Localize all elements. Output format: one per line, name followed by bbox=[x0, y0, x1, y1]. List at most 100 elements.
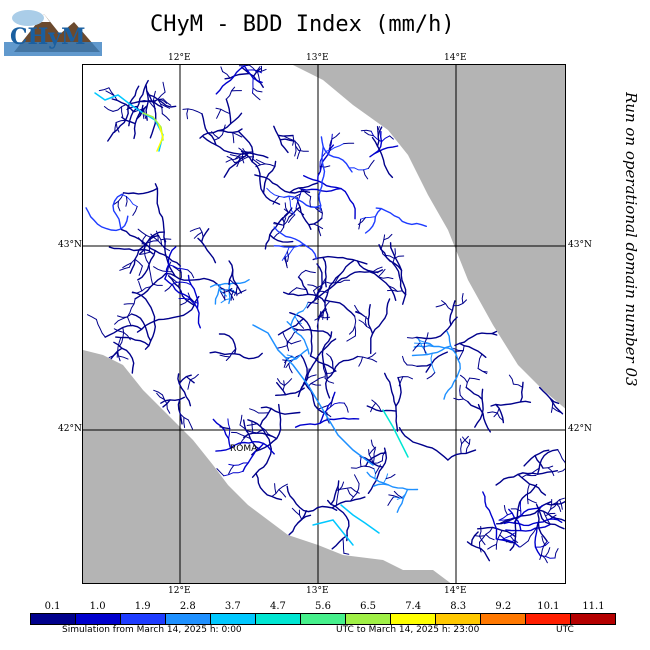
river-segment bbox=[187, 419, 193, 430]
river-segment bbox=[487, 543, 497, 550]
river-segment bbox=[363, 465, 375, 470]
river-segment bbox=[505, 540, 517, 544]
river-segment bbox=[537, 508, 548, 542]
river-segment bbox=[375, 207, 427, 228]
river-segment bbox=[363, 169, 369, 180]
river-segment bbox=[202, 136, 269, 159]
river-segment bbox=[505, 524, 551, 532]
river-segment bbox=[477, 368, 488, 375]
river-segment bbox=[519, 540, 529, 548]
river-segment bbox=[322, 146, 353, 173]
river-segment bbox=[449, 300, 456, 326]
river-segment bbox=[316, 311, 322, 332]
river-segment bbox=[331, 496, 366, 509]
river-segment bbox=[315, 277, 326, 297]
river-segment bbox=[292, 327, 332, 338]
colorbar-cell bbox=[166, 614, 211, 624]
river-highlight bbox=[382, 409, 409, 458]
river-segment bbox=[282, 331, 292, 345]
river-segment bbox=[551, 407, 562, 413]
river-segment bbox=[288, 195, 296, 216]
river-segment bbox=[398, 376, 404, 387]
colorbar-cell bbox=[481, 614, 526, 624]
river-segment bbox=[288, 363, 293, 374]
river-segment bbox=[330, 356, 334, 367]
river-segment bbox=[512, 383, 524, 388]
river-segment bbox=[113, 341, 135, 374]
river-segment bbox=[370, 298, 391, 354]
river-segment bbox=[317, 405, 328, 410]
river-segment bbox=[397, 376, 413, 380]
river-segment bbox=[138, 99, 155, 103]
river-segment bbox=[126, 316, 132, 327]
river-segment bbox=[107, 85, 140, 142]
river-segment bbox=[138, 281, 143, 292]
river-segment bbox=[364, 207, 382, 234]
river-segment bbox=[324, 281, 341, 284]
river-segment bbox=[228, 464, 235, 475]
river-segment bbox=[296, 287, 307, 291]
river-segment bbox=[519, 381, 524, 403]
river-segment bbox=[366, 471, 389, 486]
river-segment bbox=[163, 237, 176, 277]
river-segment bbox=[118, 355, 129, 360]
river-segment bbox=[275, 382, 287, 396]
logo-text: CHyM bbox=[10, 24, 85, 50]
river-segment bbox=[342, 537, 345, 554]
river-segment bbox=[318, 136, 326, 212]
river-segment bbox=[490, 400, 532, 407]
river-segment bbox=[319, 308, 327, 317]
river-segment bbox=[278, 489, 287, 498]
river-segment bbox=[458, 345, 465, 360]
river-segment bbox=[213, 124, 226, 141]
river-segment bbox=[482, 491, 498, 540]
river-segment bbox=[160, 396, 186, 404]
river-segment bbox=[138, 234, 160, 251]
river-segment bbox=[277, 378, 285, 387]
colorbar-cell bbox=[256, 614, 301, 624]
river-segment bbox=[317, 225, 322, 237]
river-segment bbox=[534, 454, 544, 469]
river-segment bbox=[319, 316, 331, 319]
colorbar-label: 11.1 bbox=[582, 601, 605, 612]
river-segment bbox=[178, 374, 192, 385]
river-segment bbox=[459, 384, 461, 396]
river-segment bbox=[406, 364, 418, 367]
river-segment bbox=[424, 332, 429, 343]
footer-utc: UTC bbox=[556, 625, 574, 635]
map-panel[interactable] bbox=[82, 64, 566, 584]
river-segment bbox=[375, 464, 381, 475]
river-segment bbox=[370, 439, 376, 450]
river-segment bbox=[228, 462, 249, 466]
river-segment bbox=[297, 510, 308, 524]
river-segment bbox=[302, 301, 309, 312]
river-segment bbox=[495, 403, 505, 424]
river-segment bbox=[350, 483, 360, 502]
river-segment bbox=[162, 98, 172, 106]
river-segment bbox=[256, 66, 261, 71]
river-segment bbox=[347, 488, 354, 498]
river-segment bbox=[343, 552, 350, 555]
river-segment bbox=[222, 287, 233, 294]
river-segment bbox=[238, 131, 255, 163]
river-segment bbox=[286, 340, 290, 352]
river-segment bbox=[148, 263, 153, 285]
chym-logo: CHyM bbox=[4, 4, 102, 56]
river-segment bbox=[324, 377, 335, 384]
river-segment bbox=[143, 244, 150, 265]
river-segment bbox=[343, 402, 349, 413]
river-segment bbox=[105, 90, 116, 97]
lon-bottom-14: 14°E bbox=[444, 586, 467, 596]
colorbar-label: 8.3 bbox=[450, 601, 467, 612]
river-segment bbox=[189, 373, 199, 381]
river-segment bbox=[500, 539, 517, 543]
river-segment bbox=[251, 421, 254, 433]
river-segment bbox=[122, 187, 159, 195]
river-network bbox=[85, 65, 565, 564]
river-segment bbox=[226, 155, 236, 164]
river-segment bbox=[284, 255, 288, 267]
river-segment bbox=[249, 408, 260, 414]
colorbar-cell bbox=[526, 614, 571, 624]
river-segment bbox=[199, 112, 243, 139]
river-segment bbox=[286, 356, 297, 360]
